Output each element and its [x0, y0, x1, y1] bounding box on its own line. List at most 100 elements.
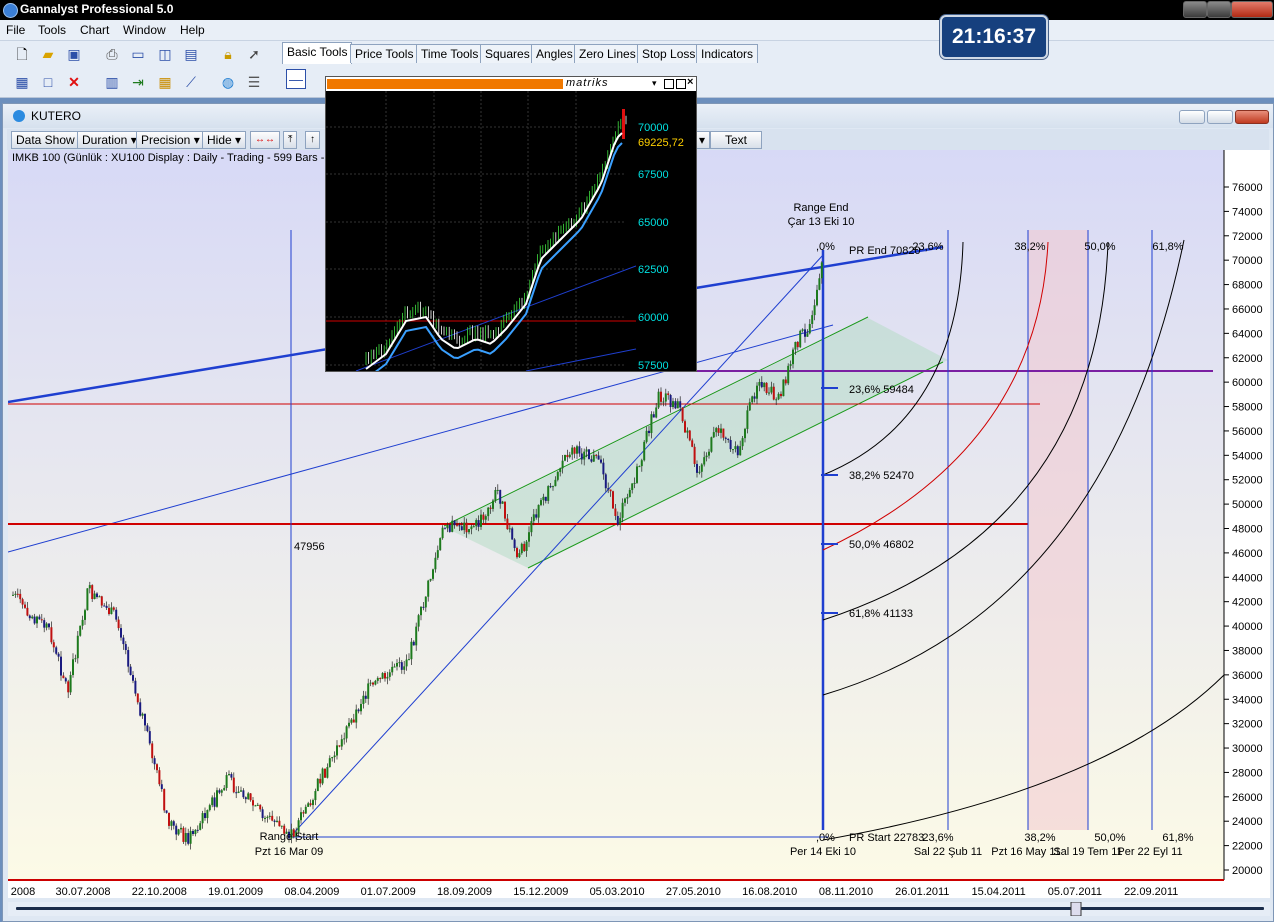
delete-icon[interactable]: ✕	[68, 74, 80, 90]
inset-restore-icon[interactable]	[676, 79, 686, 89]
candle-body	[595, 454, 598, 456]
range-end-label: Range End	[793, 202, 848, 214]
candle-body	[314, 791, 317, 801]
candle-body	[249, 793, 252, 801]
chart-tool-icon[interactable]: ⟋	[186, 74, 196, 90]
tab-indicators[interactable]: Indicators	[696, 44, 759, 63]
candle-body	[43, 620, 46, 628]
tab-time-tools[interactable]: Time Tools	[416, 44, 484, 63]
candle-body	[16, 593, 19, 595]
tab-squares[interactable]: Squares	[480, 44, 535, 63]
candle-body	[139, 702, 142, 716]
time-band	[1028, 230, 1088, 830]
menu-help[interactable]: Help	[180, 23, 205, 37]
film-icon[interactable]: ▥	[105, 74, 119, 90]
candle-body	[69, 675, 72, 693]
inset-close-icon[interactable]: ×	[687, 76, 694, 88]
candle-body	[93, 593, 96, 600]
grid-icon[interactable]: ▦	[158, 74, 172, 90]
candle-body	[564, 455, 566, 461]
inset-minimize-icon[interactable]	[664, 79, 674, 89]
child-restore-button[interactable]	[1207, 110, 1233, 124]
candle-body	[129, 666, 132, 676]
tab-basic-tools[interactable]: Basic Tools	[282, 42, 353, 64]
save-icon[interactable]: ▣	[67, 46, 81, 62]
x-tick-label: 01.07.2009	[361, 886, 416, 898]
inset-brand-label: matriks	[566, 77, 609, 89]
candle-body	[715, 428, 718, 433]
candle-body	[470, 526, 473, 530]
cascade-icon[interactable]: ▤	[184, 46, 198, 62]
candle-body	[273, 820, 276, 822]
tab-price-tools[interactable]: Price Tools	[350, 44, 419, 63]
app-title: Gannalyst Professional 5.0	[20, 2, 174, 16]
candle-body	[751, 396, 754, 403]
lock-icon[interactable]: 🔒︎	[224, 46, 232, 62]
candle-body	[216, 790, 218, 807]
candle-body	[698, 471, 701, 473]
hide-dropdown[interactable]: Hide ▾	[202, 131, 247, 149]
data-show-button[interactable]: Data Show	[11, 131, 80, 149]
candle-body	[324, 768, 326, 778]
candle-body	[717, 428, 720, 433]
x-tick-label: 18.09.2009	[437, 886, 492, 898]
overlay-labels: Range End Çar 13 Eki 10 ,0% PR End 70820 PR …	[255, 202, 1194, 858]
horizontal-scrollbar[interactable]	[8, 902, 1270, 916]
candle-body	[108, 607, 110, 615]
duration-dropdown[interactable]: Duration ▾	[77, 131, 142, 149]
matriks-inset-window[interactable]: matriks ▾ × 70000 67500 65000 62500 60000 575…	[325, 76, 697, 372]
export-icon[interactable]: ⇥	[132, 74, 144, 90]
inset-dropdown-icon[interactable]: ▾	[652, 78, 657, 88]
scroll-thumb[interactable]	[1070, 902, 1082, 916]
child-minimize-button[interactable]	[1179, 110, 1205, 124]
up-arrow-icon[interactable]: ↑	[305, 131, 320, 149]
x-tick-label: 16.08.2010	[742, 886, 797, 898]
expand-icon[interactable]: ↔↔	[250, 131, 280, 149]
candle-body	[117, 619, 120, 629]
candle-body	[86, 588, 89, 611]
layers-icon[interactable]: ☰	[247, 74, 261, 90]
price-chart[interactable]: 76000 74000 72000 70000 68000 66000 64000 62000…	[8, 150, 1270, 898]
candle-body	[146, 725, 149, 732]
square-icon[interactable]: □	[43, 74, 53, 90]
candle-body	[652, 414, 655, 418]
top-align-icon[interactable]: ⤒	[283, 131, 298, 149]
minimize-button[interactable]	[1183, 1, 1207, 18]
candle-body	[763, 382, 766, 388]
precision-dropdown[interactable]: Precision ▾	[136, 131, 205, 149]
line-tool-icon[interactable]: —	[286, 69, 306, 89]
new-file-icon[interactable]: 🗋	[16, 46, 28, 62]
child-close-button[interactable]	[1235, 110, 1269, 124]
candle-body	[204, 813, 206, 819]
close-button[interactable]	[1231, 1, 1273, 18]
tab-zero-lines[interactable]: Zero Lines	[574, 44, 641, 63]
tile-icon[interactable]: ◫	[158, 46, 172, 62]
keyboard-icon[interactable]: ▦	[15, 74, 29, 90]
window-icon[interactable]: ▭	[131, 46, 145, 62]
app-icon	[3, 3, 18, 18]
open-folder-icon[interactable]: ▰	[42, 46, 54, 62]
maximize-button[interactable]	[1207, 1, 1231, 18]
menu-window[interactable]: Window	[123, 23, 166, 37]
globe-icon[interactable]: ◍	[221, 74, 235, 90]
menu-tools[interactable]: Tools	[38, 23, 67, 37]
candle-body	[777, 393, 780, 400]
menu-chart[interactable]: Chart	[80, 23, 110, 37]
text-button[interactable]: Text	[710, 131, 762, 149]
candle-body	[412, 641, 415, 646]
candle-body	[811, 315, 814, 325]
pointer-icon[interactable]: ➚	[248, 46, 260, 62]
candle-body	[36, 616, 38, 624]
candle-body	[801, 329, 804, 331]
tab-angles[interactable]: Angles	[531, 44, 578, 63]
time-date-label: Per 22 Eyl 11	[1117, 846, 1182, 858]
tab-stop-loss[interactable]: Stop Loss	[637, 44, 701, 63]
gann-overlay	[8, 230, 1225, 841]
menu-file[interactable]: File	[6, 23, 26, 37]
candle-body	[535, 514, 538, 518]
candle-body	[115, 609, 118, 620]
candle-body	[57, 653, 60, 657]
print-icon[interactable]: ⎙	[106, 46, 118, 62]
time-pct-top-label: 61,8%	[1152, 241, 1183, 253]
range-start-date: Pzt 16 Mar 09	[255, 846, 323, 858]
